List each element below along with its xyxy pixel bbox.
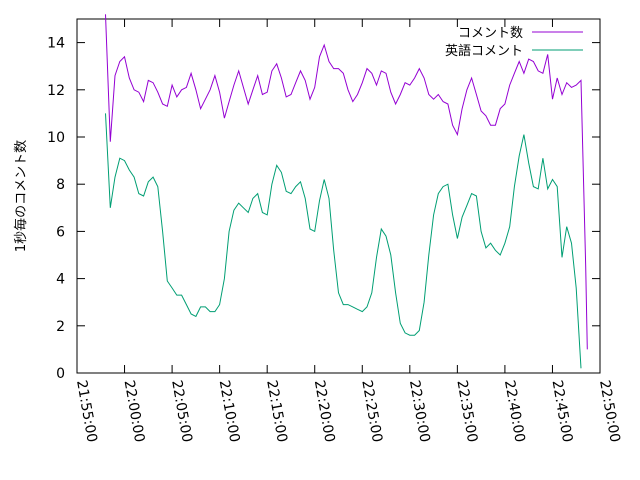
plot-frame bbox=[76, 18, 601, 374]
legend-label-1: コメント数 bbox=[458, 26, 523, 41]
x-tick-label: 22:15:00 bbox=[263, 379, 290, 444]
x-tick-label: 22:30:00 bbox=[406, 379, 433, 444]
x-tick-label: 22:45:00 bbox=[549, 379, 576, 444]
y-tick-label: 12 bbox=[47, 83, 65, 99]
y-tick-label: 10 bbox=[47, 130, 65, 146]
legend-label-2: 英語コメント bbox=[445, 43, 523, 59]
y-axis-title: 1秒毎のコメント数 bbox=[13, 140, 29, 252]
y-tick-label: 6 bbox=[56, 224, 65, 240]
x-tick-label: 22:20:00 bbox=[311, 379, 338, 444]
y-tick-label: 0 bbox=[56, 366, 65, 382]
y-tick-label: 4 bbox=[56, 272, 65, 288]
x-tick-label: 22:10:00 bbox=[216, 379, 243, 444]
y-tick-label: 2 bbox=[56, 319, 65, 335]
x-tick-label: 22:50:00 bbox=[596, 379, 623, 444]
series-lines bbox=[105, 14, 588, 369]
x-tick-label: 21:55:00 bbox=[73, 379, 100, 444]
x-tick-label: 22:05:00 bbox=[168, 379, 195, 444]
x-tick-label: 22:35:00 bbox=[453, 379, 480, 444]
y-tick-label: 14 bbox=[47, 36, 65, 52]
series-line-2 bbox=[105, 113, 582, 369]
x-tick-label: 22:40:00 bbox=[501, 379, 528, 444]
y-tick-label: 8 bbox=[56, 177, 65, 193]
axes bbox=[76, 18, 601, 374]
series-line-1 bbox=[105, 14, 588, 350]
tick-labels: 0 2 4 6 8 10 12 14 21:55:00 22:00:00 22:05:00 22:10… bbox=[47, 36, 623, 444]
x-tick-label: 22:25:00 bbox=[358, 379, 385, 444]
x-tick-label: 22:00:00 bbox=[121, 379, 148, 444]
